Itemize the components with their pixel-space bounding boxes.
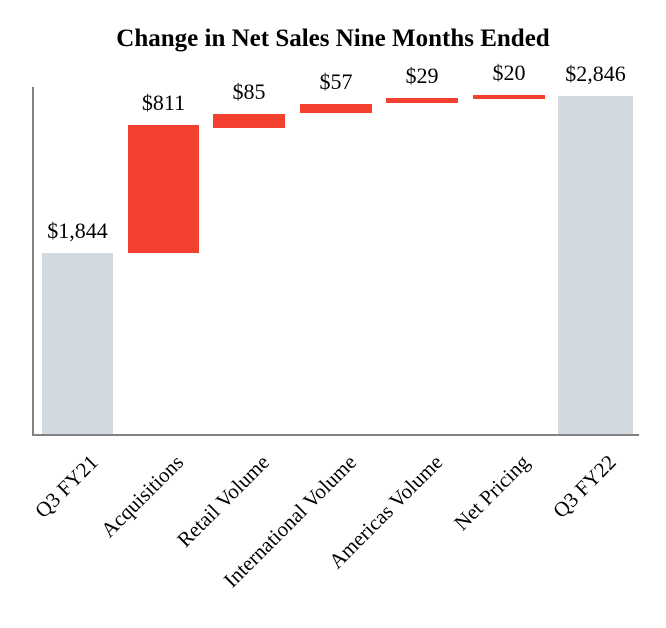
bar-international-volume (300, 104, 372, 113)
x-tick-label-q3-fy22: Q3 FY22 (547, 450, 621, 523)
bar-net-pricing (473, 95, 545, 99)
bar-americas-volume (386, 98, 458, 103)
bar-acquisitions (128, 125, 199, 253)
value-label-q3-fy22: $2,846 (565, 61, 626, 86)
x-axis-line (32, 434, 639, 436)
chart-title: Change in Net Sales Nine Months Ended (116, 25, 550, 52)
value-label-q3-fy21: $1,844 (47, 218, 108, 243)
bar-q3-fy21 (42, 253, 113, 434)
bar-retail-volume (213, 114, 285, 128)
bar-q3-fy22 (558, 96, 633, 434)
y-axis-line (32, 87, 34, 436)
x-tick-label-acquisitions: Acquisitions (96, 450, 189, 543)
value-label-americas-volume: $29 (405, 63, 439, 88)
x-tick-label-net-pricing: Net Pricing (448, 450, 534, 536)
value-label-retail-volume: $85 (232, 79, 266, 104)
x-tick-label-q3-fy21: Q3 FY21 (29, 450, 103, 523)
value-label-acquisitions: $811 (141, 90, 186, 115)
value-label-international-volume: $57 (319, 69, 353, 94)
value-label-net-pricing: $20 (492, 60, 526, 85)
